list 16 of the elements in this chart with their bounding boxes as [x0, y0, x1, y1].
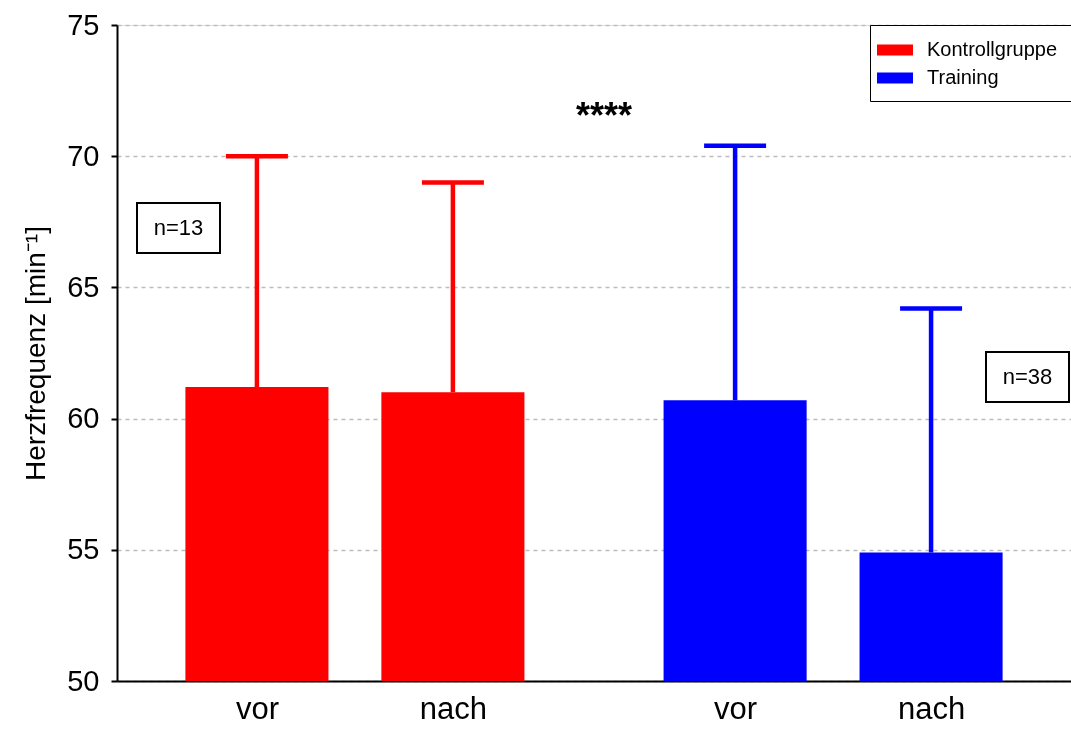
y-tick-label: 55	[67, 533, 100, 566]
x-tick-label: nach	[419, 690, 488, 726]
annotation: n=13	[153, 215, 204, 240]
y-tick-label: 65	[67, 270, 100, 303]
y-tick-label: 60	[67, 402, 100, 435]
x-tick-label: vor	[714, 690, 758, 726]
legend-label: Kontrollgruppe	[927, 38, 1058, 60]
y-tick-label: 75	[67, 8, 100, 41]
x-tick-label: vor	[235, 690, 279, 726]
y-tick-label: 70	[67, 139, 100, 172]
y-tick-label: 50	[67, 664, 100, 697]
legend-label: Training	[927, 66, 999, 88]
y-axis-title: Herzfrequenz [min⁻¹]	[20, 226, 52, 481]
annotation: n=38	[1002, 364, 1053, 389]
x-tick-label: nach	[897, 690, 966, 726]
annotation: ****	[575, 95, 633, 136]
